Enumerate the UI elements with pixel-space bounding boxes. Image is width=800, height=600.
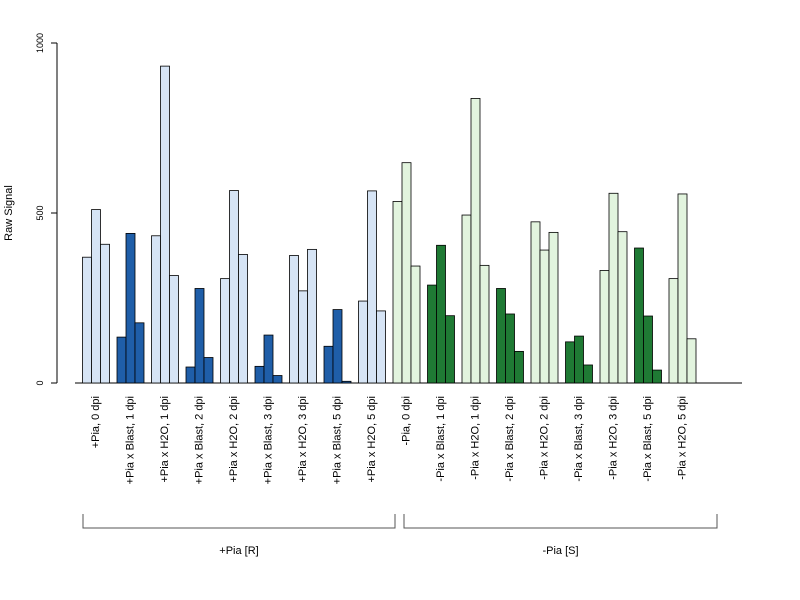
bar <box>436 244 446 384</box>
y-tick-label: 500 <box>35 205 45 220</box>
bar <box>514 350 524 384</box>
bar <box>461 214 472 384</box>
bar <box>677 193 688 384</box>
bar <box>298 290 308 384</box>
x-tick-label: +Pia x H2O, 3 dpi <box>297 396 309 483</box>
bar <box>254 365 265 384</box>
group-bracket <box>82 514 396 529</box>
bar <box>116 336 127 384</box>
bar <box>100 243 110 384</box>
bar <box>608 192 619 384</box>
bar <box>634 247 644 384</box>
x-tick-label: -Pia x Blast, 5 dpi <box>642 396 654 482</box>
x-tick-label: +Pia x H2O, 5 dpi <box>366 396 378 483</box>
x-tick-label: +Pia x H2O, 2 dpi <box>228 396 240 483</box>
bar <box>548 231 559 384</box>
bar <box>289 255 299 384</box>
bar <box>376 310 386 384</box>
x-tick-label: -Pia x Blast, 3 dpi <box>573 396 585 482</box>
bar <box>160 65 170 384</box>
bar <box>505 313 515 384</box>
x-tick-label: -Pia x H2O, 5 dpi <box>677 396 689 480</box>
x-tick-label: +Pia x Blast, 2 dpi <box>194 396 206 484</box>
y-axis-label: Raw Signal <box>3 185 15 241</box>
bar <box>410 265 421 384</box>
bar <box>496 288 506 384</box>
bar <box>574 335 584 384</box>
bar <box>263 334 274 384</box>
bar <box>82 256 92 384</box>
bar <box>617 231 628 384</box>
x-tick-label: -Pia x H2O, 1 dpi <box>470 396 482 480</box>
bar <box>599 270 610 384</box>
bar <box>229 190 239 384</box>
group-label: -Pia [S] <box>542 545 578 557</box>
bar <box>427 284 437 384</box>
y-tick-label: 0 <box>35 380 45 385</box>
bar <box>392 201 403 384</box>
bar <box>323 345 334 384</box>
bar <box>643 315 653 384</box>
bar <box>470 98 481 384</box>
y-tick-label: 1000 <box>35 33 45 53</box>
bar <box>565 341 575 384</box>
bar <box>272 375 283 384</box>
bar <box>307 248 317 384</box>
bar <box>91 209 101 384</box>
bar <box>358 300 368 384</box>
bar <box>530 221 541 384</box>
x-tick-label: +Pia x H2O, 1 dpi <box>159 396 171 483</box>
bar <box>203 357 214 384</box>
bar <box>185 366 196 384</box>
bar <box>668 278 679 384</box>
bar <box>686 338 697 384</box>
bar <box>341 380 352 384</box>
x-tick-label: +Pia x Blast, 3 dpi <box>263 396 275 484</box>
x-tick-label: +Pia x Blast, 1 dpi <box>125 396 137 484</box>
x-tick-label: -Pia x H2O, 2 dpi <box>539 396 551 480</box>
x-tick-label: -Pia x H2O, 3 dpi <box>608 396 620 480</box>
bar <box>539 249 550 384</box>
bar <box>479 264 490 384</box>
group-bracket <box>403 514 718 529</box>
bar <box>125 232 136 384</box>
x-tick-label: -Pia, 0 dpi <box>401 396 413 446</box>
bar <box>401 162 412 384</box>
bar <box>220 278 230 384</box>
x-tick-label: -Pia x Blast, 1 dpi <box>435 396 447 482</box>
group-brackets: +Pia [R] -Pia [S] <box>82 514 718 557</box>
bar <box>151 235 161 384</box>
bar <box>194 288 205 384</box>
x-tick-label: +Pia, 0 dpi <box>90 396 102 448</box>
group-label: +Pia [R] <box>219 545 258 557</box>
x-tick-label: -Pia x Blast, 2 dpi <box>504 396 516 482</box>
bar <box>652 369 662 384</box>
bar <box>445 315 455 384</box>
bars <box>75 65 742 384</box>
bar <box>238 254 248 384</box>
bar <box>134 322 145 384</box>
bar <box>332 309 343 384</box>
y-axis: 0 500 1000 <box>35 33 58 386</box>
x-tick-label: +Pia x Blast, 5 dpi <box>332 396 344 484</box>
bar <box>169 275 179 384</box>
x-tick-labels: +Pia, 0 dpi +Pia x Blast, 1 dpi +Pia x H2O… <box>90 396 689 484</box>
bar <box>367 190 377 384</box>
bar <box>583 364 593 384</box>
